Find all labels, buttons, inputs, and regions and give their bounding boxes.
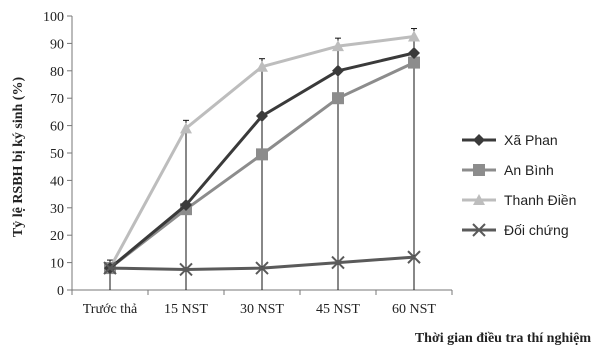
legend-label-an-binh: An Bình xyxy=(504,162,554,178)
data-point-doi-chung xyxy=(407,250,421,264)
data-point-xa-phan xyxy=(256,110,268,123)
y-tick-label: 0 xyxy=(57,284,64,299)
data-point-thanh-dien xyxy=(408,30,420,42)
data-point-xa-phan xyxy=(180,199,192,212)
plot-area xyxy=(71,16,452,291)
x-axis-title: Thời gian điều tra thí nghiệm xyxy=(415,331,592,346)
data-point-thanh-dien xyxy=(332,40,344,52)
data-point-doi-chung xyxy=(255,261,269,275)
y-tick-label: 90 xyxy=(50,37,64,52)
data-point-doi-chung xyxy=(331,255,345,270)
y-tick-label: 10 xyxy=(50,257,64,272)
y-axis-title: Tỷ lệ RSBH bị ký sinh (%) xyxy=(11,77,26,238)
y-tick-label: 100 xyxy=(43,10,64,25)
data-point-thanh-dien xyxy=(256,60,268,72)
y-tick-label: 80 xyxy=(50,65,64,80)
data-point-thanh-dien xyxy=(180,122,192,134)
legend-marker-thanh-dien xyxy=(473,194,485,205)
legend: Xã Phan An Bình Thanh Điền Đối chứng xyxy=(462,132,576,238)
legend-marker-doi-chung xyxy=(472,223,486,237)
y-tick-label: 50 xyxy=(50,147,64,162)
x-tick-label: 30 NST xyxy=(240,302,284,317)
x-tick-label: 45 NST xyxy=(316,302,360,317)
data-point-an-binh xyxy=(408,56,420,69)
data-point-doi-chung xyxy=(103,261,117,275)
y-tick-label: 40 xyxy=(50,174,64,189)
x-tick-label: Trước thả xyxy=(83,302,138,317)
data-point-an-binh xyxy=(256,148,268,161)
data-point-xa-phan xyxy=(408,46,420,59)
y-axis-ticks: 0 10 20 30 40 50 60 70 80 90 100 xyxy=(43,10,72,299)
y-tick-label: 60 xyxy=(50,120,64,135)
y-tick-label: 30 xyxy=(50,202,64,217)
y-tick-label: 70 xyxy=(50,92,64,107)
legend-label-doi-chung: Đối chứng xyxy=(504,222,569,238)
legend-label-xa-phan: Xã Phan xyxy=(504,132,558,148)
y-tick-label: 20 xyxy=(50,229,64,244)
data-point-doi-chung xyxy=(179,262,193,277)
data-point-xa-phan xyxy=(332,64,344,77)
legend-marker-an-binh xyxy=(473,164,485,176)
x-tick-label: 60 NST xyxy=(392,302,436,317)
x-tick-label: 15 NST xyxy=(164,302,208,317)
legend-marker-xa-phan xyxy=(473,134,485,146)
legend-label-thanh-dien: Thanh Điền xyxy=(504,192,576,208)
data-point-an-binh xyxy=(332,92,344,105)
x-axis-ticks: Trước thả 15 NST 30 NST 45 NST 60 NST xyxy=(71,290,453,317)
